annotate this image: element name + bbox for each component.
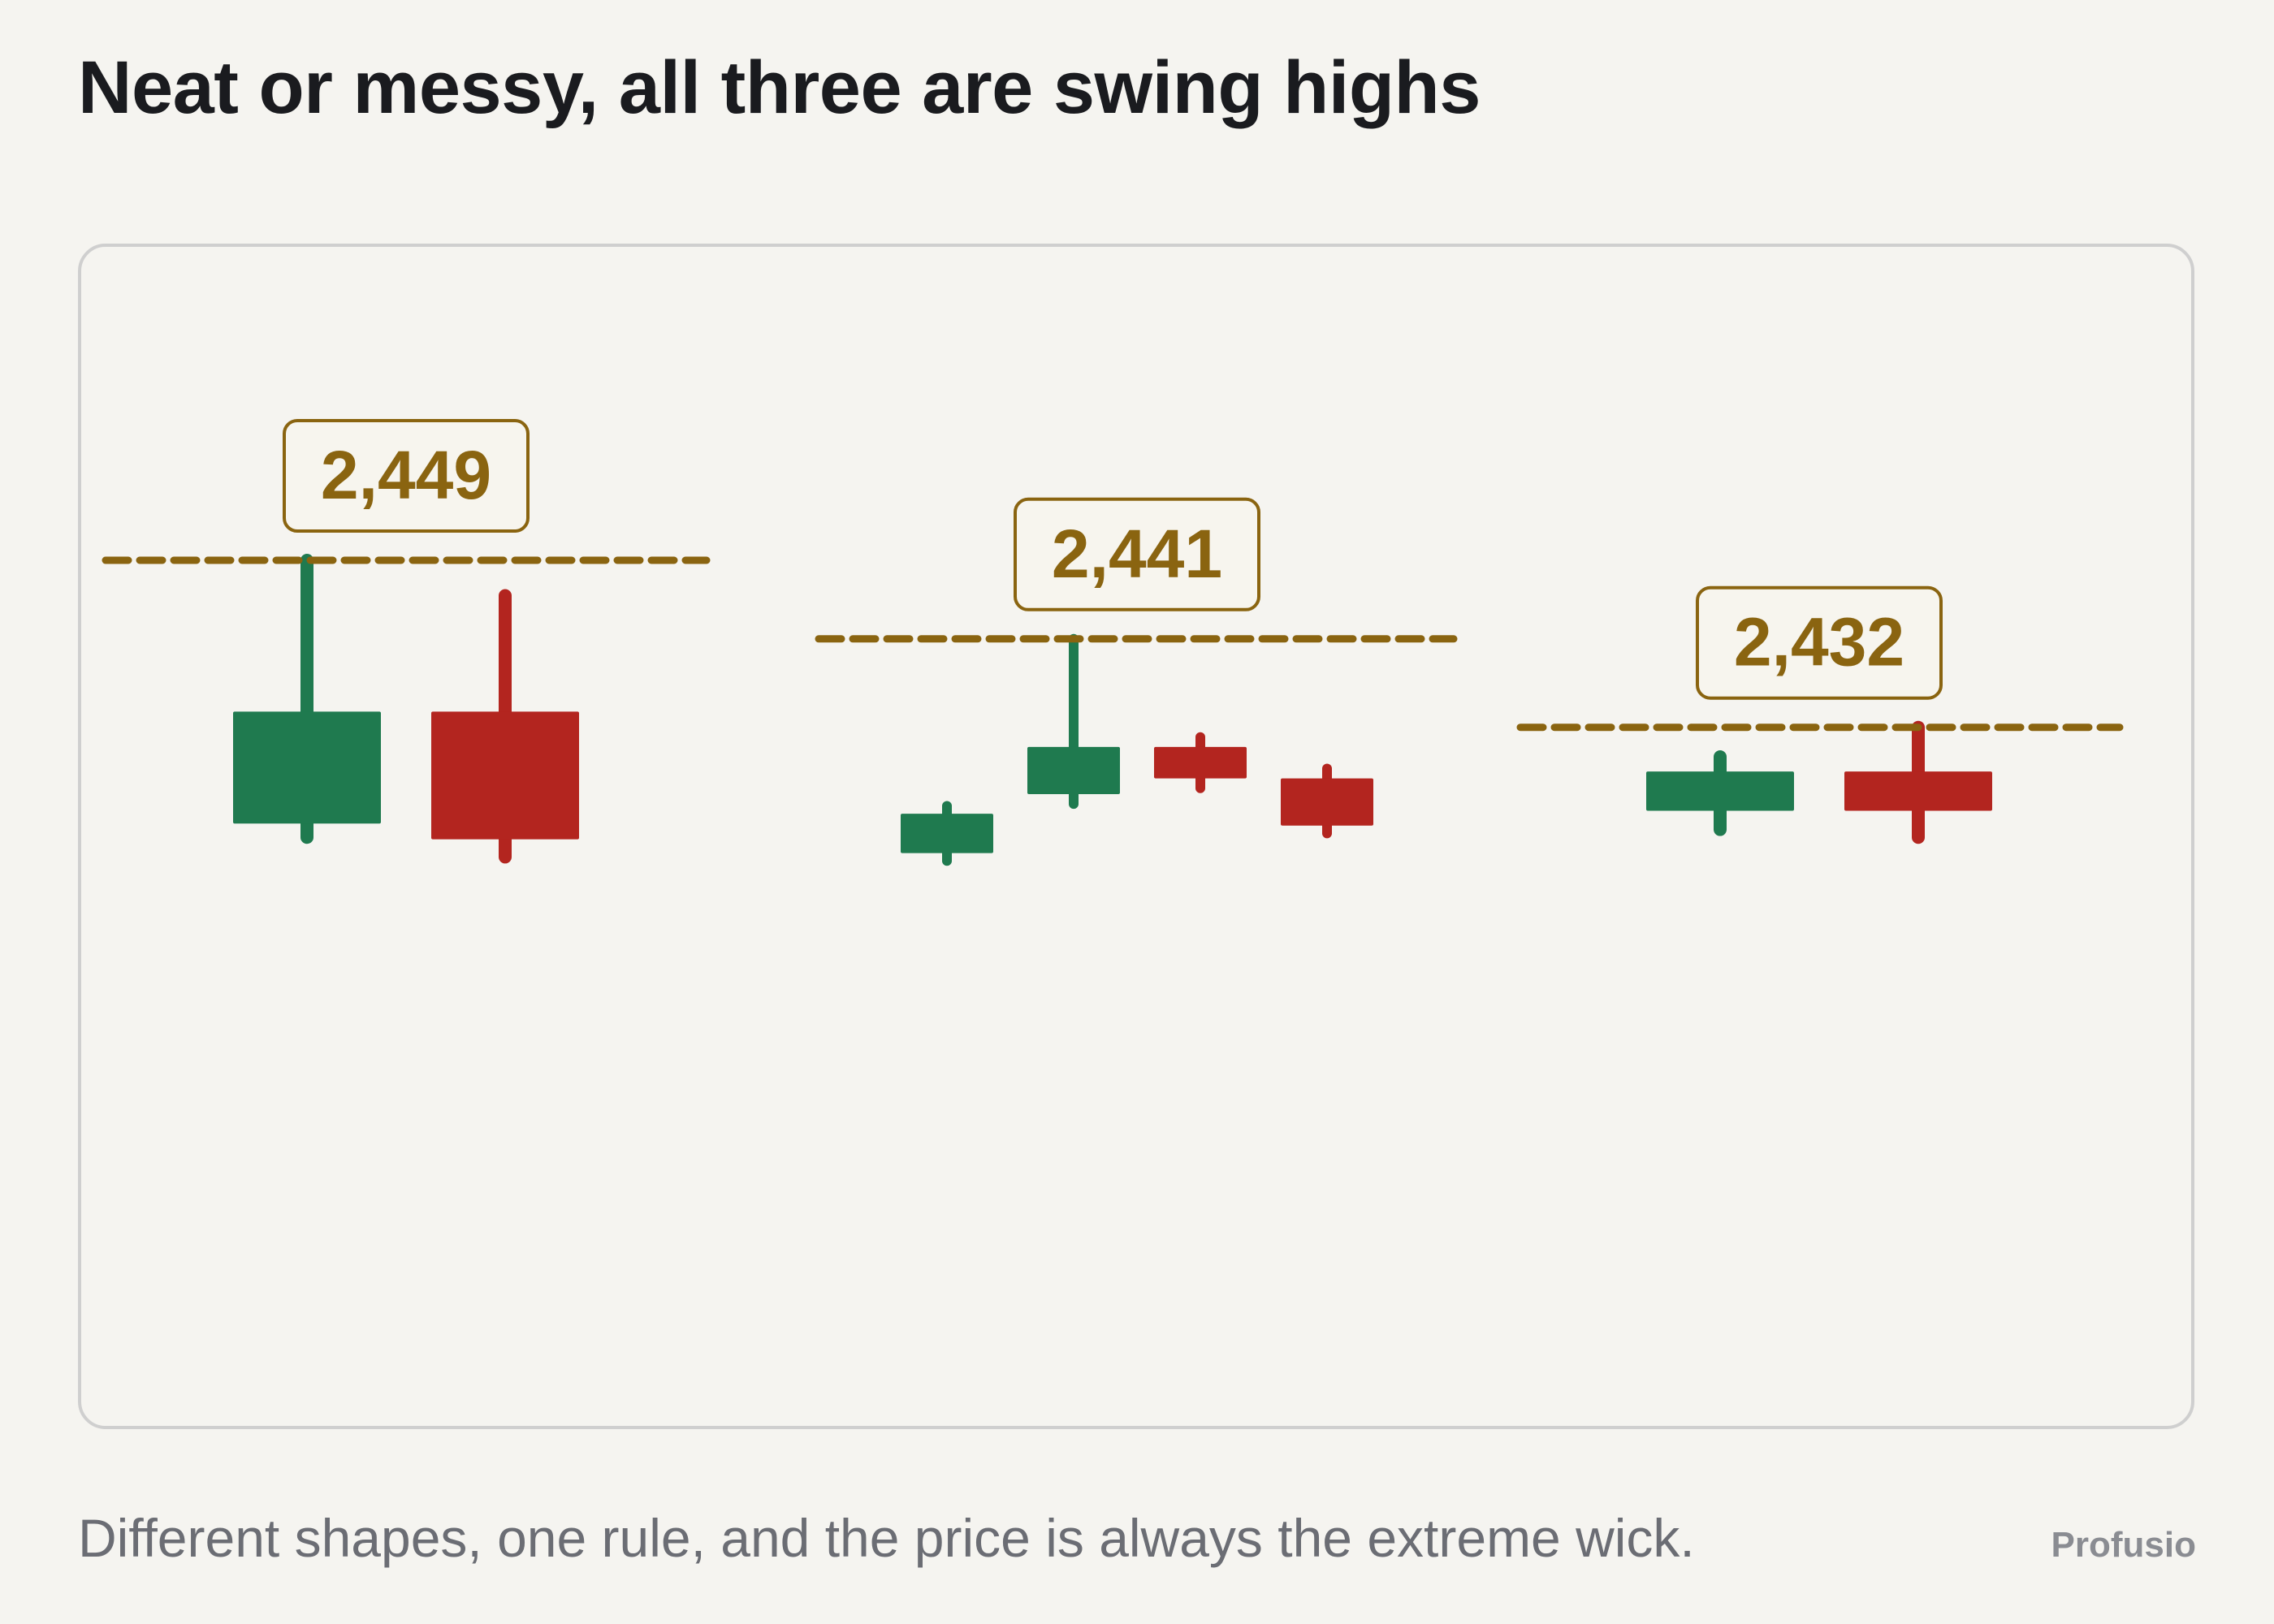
candle-1-2 — [431, 589, 579, 864]
candle-body — [901, 814, 993, 853]
chart-caption: Different shapes, one rule, and the pric… — [78, 1508, 1695, 1568]
page-title: Neat or messy, all three are swing highs — [78, 46, 1481, 129]
swing-group-1: 2,449 — [102, 419, 711, 864]
candle-3-1 — [1646, 750, 1794, 836]
candle-body — [1281, 778, 1373, 826]
candle-body — [1844, 771, 1992, 811]
swing-group-2: 2,441 — [815, 497, 1458, 866]
swing-high-label: 2,449 — [283, 419, 530, 533]
candle-2-4 — [1281, 763, 1373, 839]
candle-1-1 — [233, 554, 381, 844]
candle-body — [233, 711, 381, 824]
swing-group-3: 2,432 — [1516, 585, 2124, 844]
candle-3-2 — [1844, 720, 1992, 844]
price-label-text: 2,432 — [1734, 604, 1904, 680]
price-label-box — [1696, 585, 1943, 700]
candle-2-3 — [1154, 732, 1247, 793]
candle-body — [1027, 746, 1120, 794]
swing-high-label: 2,432 — [1696, 585, 1943, 700]
price-label-box — [283, 419, 530, 533]
candle-body — [1154, 746, 1247, 779]
candle-2-2 — [1027, 633, 1120, 810]
chart-panel — [78, 244, 2194, 1429]
swing-high-label: 2,441 — [1014, 497, 1260, 611]
candle-body — [431, 711, 579, 840]
price-label-text: 2,449 — [321, 437, 491, 513]
price-label-text: 2,441 — [1052, 516, 1222, 592]
price-label-box — [1014, 497, 1260, 611]
brand-logo: Profusio — [2051, 1525, 2196, 1565]
candle-2-1 — [901, 801, 993, 866]
candle-body — [1646, 771, 1794, 811]
